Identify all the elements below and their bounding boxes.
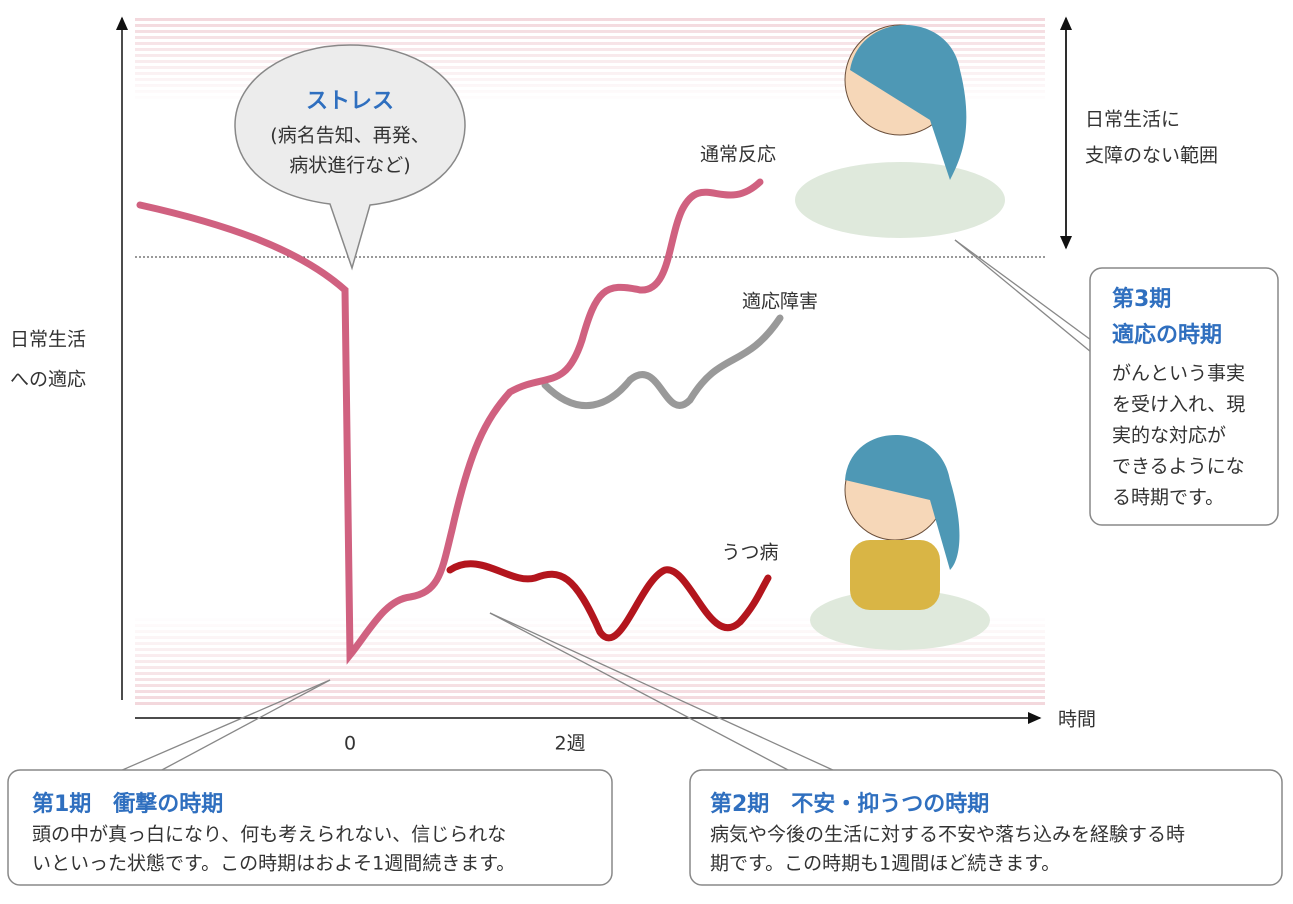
phase2-box: 第2期 不安・抑うつの時期 病気や今後の生活に対する不安や落ち込みを経験する時 … xyxy=(690,770,1282,885)
phase-text: 病気や今後の生活に対する不安や落ち込みを経験する時 xyxy=(710,824,1185,846)
bubble-title: ストレス xyxy=(306,89,394,114)
phase-title: 第3期 xyxy=(1112,286,1171,312)
phase-text: を受け入れ、現 xyxy=(1112,394,1245,416)
phase1-box: 第1期 衝撃の時期 頭の中が真っ白になり、何も考えられない、信じられな いといっ… xyxy=(8,770,612,885)
diagram: ストレス (病名告知、再発、 病状進行など) 通常反応 適応障害 うつ病 日常生… xyxy=(0,0,1293,904)
phase3-box: 第3期 適応の時期 がんという事実 を受け入れ、現 実的な対応が できるようにな… xyxy=(1090,268,1278,525)
phase-text: る時期です。 xyxy=(1112,487,1224,509)
bubble-detail: 病状進行など) xyxy=(289,155,410,177)
stress-bubble: ストレス (病名告知、再発、 病状進行など) xyxy=(235,45,465,268)
range-label: 日常生活に xyxy=(1085,109,1180,131)
phase-text: いといった状態です。この時期はおよそ1週間続きます。 xyxy=(32,853,515,875)
x-axis-label: 時間 xyxy=(1058,709,1096,731)
y-axis-label: への適応 xyxy=(10,369,86,391)
phase-title: 第1期 衝撃の時期 xyxy=(32,791,223,817)
x-tick-label: 2週 xyxy=(554,733,585,755)
phase-text: がんという事実 xyxy=(1112,363,1245,385)
phase-text: 実的な対応が xyxy=(1112,425,1226,447)
illustrations xyxy=(795,25,1005,650)
curve-label: 適応障害 xyxy=(742,291,818,313)
phase-title: 第2期 不安・抑うつの時期 xyxy=(710,791,989,817)
phase-text: できるようにな xyxy=(1112,456,1245,478)
phase-text: 頭の中が真っ白になり、何も考えられない、信じられな xyxy=(32,824,506,846)
y-axis-label: 日常生活 xyxy=(10,329,86,351)
curve-label: 通常反応 xyxy=(700,144,776,166)
range-label: 支障のない範囲 xyxy=(1085,145,1218,167)
phase-text: 期です。この時期も1週間ほど続きます。 xyxy=(710,853,1060,875)
bubble-detail: (病名告知、再発、 xyxy=(270,125,429,147)
curve-label: うつ病 xyxy=(721,542,778,564)
x-tick-label: 0 xyxy=(344,733,356,755)
curves xyxy=(140,182,780,655)
phase-title: 適応の時期 xyxy=(1112,322,1222,348)
